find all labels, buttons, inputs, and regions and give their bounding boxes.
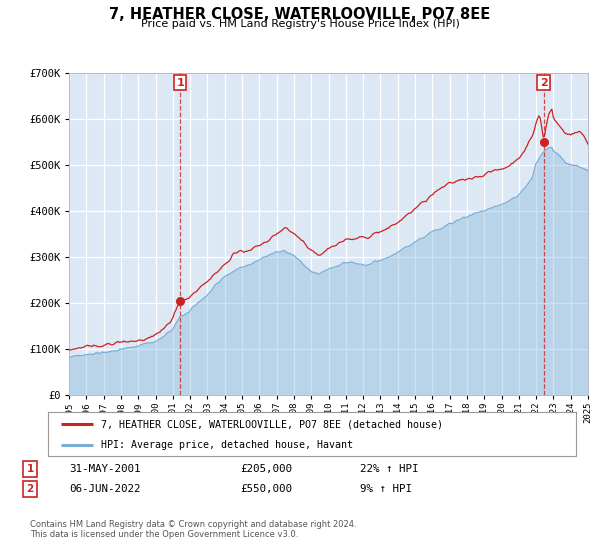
Text: 1: 1 xyxy=(176,78,184,87)
Text: 31-MAY-2001: 31-MAY-2001 xyxy=(69,464,140,474)
Text: 06-JUN-2022: 06-JUN-2022 xyxy=(69,484,140,494)
Text: Price paid vs. HM Land Registry's House Price Index (HPI): Price paid vs. HM Land Registry's House … xyxy=(140,19,460,29)
Text: 7, HEATHER CLOSE, WATERLOOVILLE, PO7 8EE: 7, HEATHER CLOSE, WATERLOOVILLE, PO7 8EE xyxy=(109,7,491,22)
Text: £550,000: £550,000 xyxy=(240,484,292,494)
Text: 22% ↑ HPI: 22% ↑ HPI xyxy=(360,464,419,474)
Text: 1: 1 xyxy=(26,464,34,474)
Text: 9% ↑ HPI: 9% ↑ HPI xyxy=(360,484,412,494)
Text: 2: 2 xyxy=(540,78,548,87)
Text: 2: 2 xyxy=(26,484,34,494)
Text: Contains HM Land Registry data © Crown copyright and database right 2024.
This d: Contains HM Land Registry data © Crown c… xyxy=(30,520,356,539)
Text: £205,000: £205,000 xyxy=(240,464,292,474)
Text: 7, HEATHER CLOSE, WATERLOOVILLE, PO7 8EE (detached house): 7, HEATHER CLOSE, WATERLOOVILLE, PO7 8EE… xyxy=(101,419,443,429)
Text: HPI: Average price, detached house, Havant: HPI: Average price, detached house, Hava… xyxy=(101,440,353,450)
